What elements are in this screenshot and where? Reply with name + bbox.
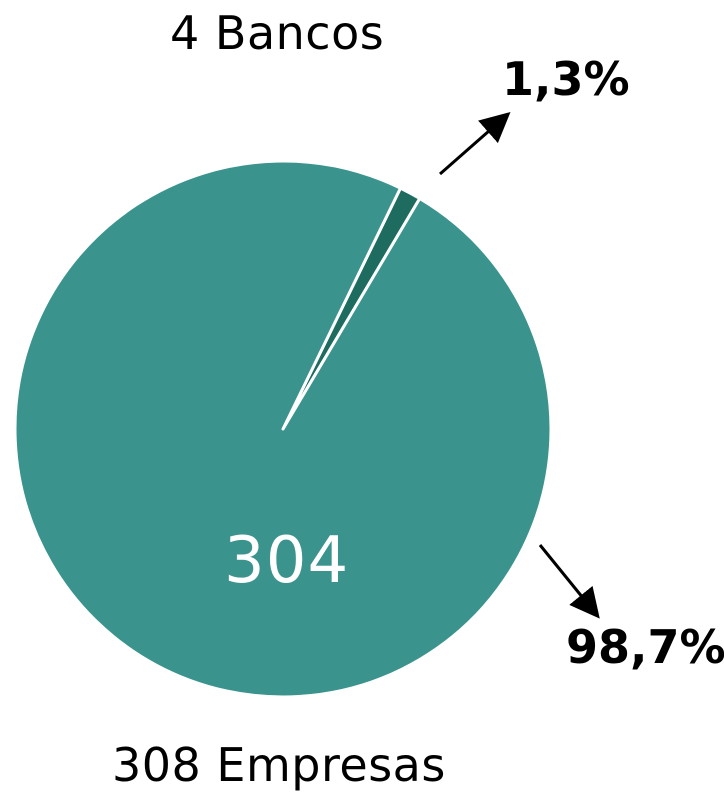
small-slice-percent-label: 1,3%	[502, 52, 630, 106]
pie-slices	[13, 159, 553, 699]
pie-slice-empresas	[13, 159, 553, 699]
large-slice-value-label: 304	[224, 524, 350, 598]
large-slice-arrow	[538, 544, 600, 619]
companies-total-label: 308 Empresas	[112, 738, 446, 792]
small-slice-arrow	[439, 112, 511, 176]
large-slice-percent-label: 98,7%	[566, 620, 724, 674]
banks-label: 4 Bancos	[170, 6, 385, 60]
